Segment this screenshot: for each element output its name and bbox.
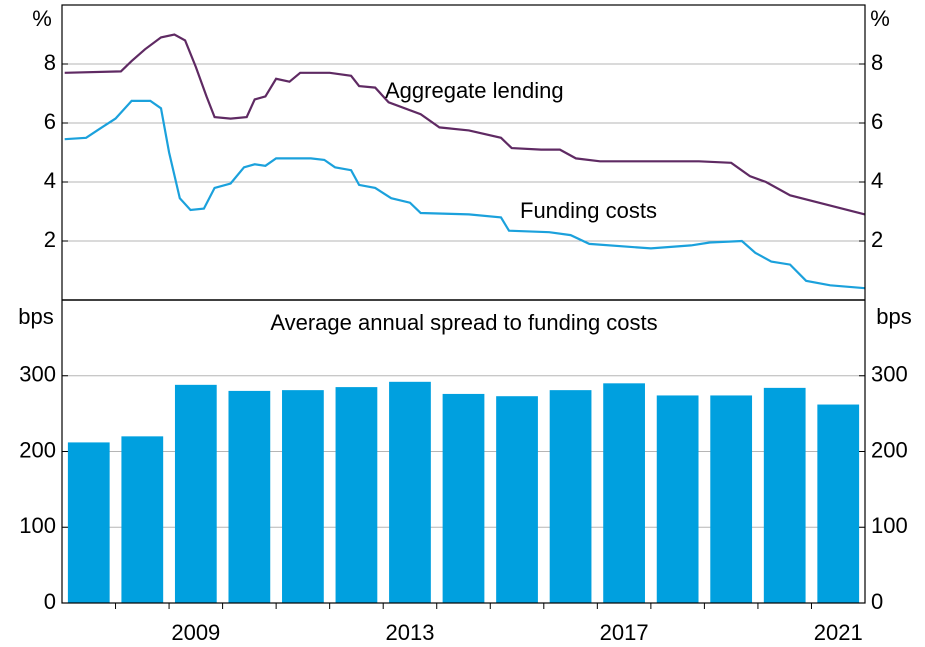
y-tick-label: 300 [871,362,908,387]
plot-frame [61,4,866,604]
y-tick-label: 8 [44,50,56,75]
bar [67,442,110,603]
bar [389,381,431,603]
y-tick-label: 2 [44,227,56,252]
y-tick-label: 0 [44,589,56,614]
y-tick-label: 2 [871,227,883,252]
y-tick-label: 6 [871,109,883,134]
unit-label-left: % [32,6,52,31]
x-tick-label: 2009 [171,620,220,645]
y-tick-label: 100 [19,513,56,538]
unit-label-left: bps [18,304,53,329]
x-tick-label: 2013 [385,620,434,645]
bar [335,387,378,603]
series-label: Funding costs [520,198,657,223]
bar [442,393,485,603]
y-tick-label: 200 [871,437,908,462]
y-tick-label: 100 [871,513,908,538]
y-tick-label: 200 [19,437,56,462]
y-tick-label: 4 [871,168,883,193]
line [64,33,866,216]
bar [549,390,592,603]
bar [496,396,538,603]
y-tick-label: 0 [871,589,883,614]
x-tick-label: 2021 [814,620,863,645]
bar [763,387,806,603]
bar [603,383,645,603]
line [64,99,866,290]
y-tick-label: 4 [44,168,56,193]
panel-title: Average annual spread to funding costs [270,310,657,335]
y-tick-label: 300 [19,362,56,387]
series-label: Aggregate lending [385,78,564,103]
bar [174,384,217,603]
y-tick-label: 6 [44,109,56,134]
bar [710,395,753,603]
x-tick-label: 2017 [600,620,649,645]
bar [228,390,271,603]
bar [656,395,699,603]
bar [121,436,164,603]
unit-label-right: % [870,6,890,31]
bar [817,404,860,603]
unit-label-right: bps [876,304,911,329]
y-tick-label: 8 [871,50,883,75]
bar [282,390,324,603]
